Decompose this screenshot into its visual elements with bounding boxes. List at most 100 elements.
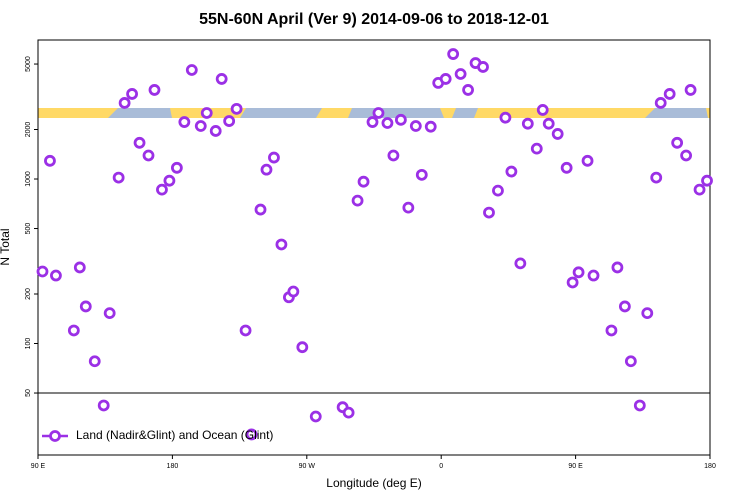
data-point (381, 117, 394, 129)
ocean-strip (452, 108, 478, 118)
data-point (366, 116, 379, 128)
data-point (483, 206, 495, 219)
data-point (618, 300, 631, 313)
data-point (587, 269, 600, 282)
data-point (268, 151, 280, 164)
data-point (462, 84, 474, 96)
data-point (351, 194, 364, 207)
data-point (44, 154, 56, 167)
y-axis-label: N Total (0, 228, 12, 265)
data-point (103, 307, 116, 320)
y-tick-label: 200 (25, 288, 32, 300)
data-point (163, 174, 176, 187)
y-tick-label: 2000 (25, 122, 32, 138)
data-point (424, 120, 437, 133)
data-point (185, 64, 198, 76)
data-point (215, 73, 228, 85)
data-point (245, 428, 258, 441)
data-point (572, 266, 585, 279)
data-point (287, 285, 300, 298)
data-point (530, 142, 543, 155)
data-point (170, 161, 183, 174)
data-point (260, 163, 273, 176)
data-point (447, 48, 460, 60)
x-tick-label: 90 E (568, 463, 583, 470)
legend-label: Land (Nadir&Glint) and Ocean (Glint) (76, 428, 273, 442)
data-point (156, 183, 168, 196)
data-point (654, 97, 667, 109)
data-point (200, 107, 213, 119)
ocean-strip (240, 108, 322, 118)
data-point (542, 117, 555, 130)
x-tick-label: 90 W (299, 463, 316, 470)
data-point (394, 113, 407, 126)
data-point (142, 149, 155, 162)
data-point (230, 102, 243, 115)
y-tick-label: 1000 (25, 171, 32, 187)
y-tick-label: 100 (25, 338, 32, 350)
data-point (112, 171, 125, 184)
y-tick-label: 500 (25, 223, 32, 235)
data-point (402, 201, 415, 214)
ocean-strip (645, 108, 708, 118)
data-point (560, 161, 573, 174)
data-point (275, 238, 288, 251)
data-point (624, 355, 637, 368)
data-point (650, 171, 663, 184)
data-point (409, 120, 422, 132)
legend-marker (49, 430, 61, 442)
x-tick-label: 0 (439, 463, 443, 470)
data-point (505, 165, 518, 178)
data-point (551, 128, 564, 140)
data-point (50, 269, 62, 282)
data-point (254, 203, 267, 216)
plot-frame (37, 39, 711, 456)
data-point (73, 261, 86, 274)
y-tick-label: 5000 (25, 56, 32, 72)
ocean-strip (108, 108, 172, 118)
data-point (693, 183, 706, 196)
data-point (118, 97, 131, 109)
x-tick-label: 90 E (31, 463, 46, 470)
data-point (194, 120, 207, 132)
data-point (701, 174, 713, 187)
data-point (454, 68, 467, 80)
data-point (309, 410, 322, 423)
chart-title: 55N-60N April (Ver 9) 2014-09-06 to 2018… (199, 11, 549, 28)
data-point (97, 399, 110, 412)
data-point (415, 168, 428, 181)
data-point (680, 149, 693, 162)
data-point (514, 257, 527, 270)
data-point (536, 104, 549, 116)
data-point (684, 84, 697, 96)
data-point (239, 324, 252, 337)
data-point (67, 324, 80, 337)
data-point (36, 265, 49, 278)
data-point (296, 341, 309, 354)
data-point (671, 136, 684, 149)
x-tick-label: 180 (704, 463, 716, 470)
y-tick-label: 50 (25, 389, 32, 397)
data-point (148, 84, 161, 96)
data-point (79, 300, 92, 313)
data-point (88, 355, 101, 368)
x-axis-label: Longitude (deg E) (326, 476, 421, 490)
data-point (499, 111, 512, 124)
ocean-strip (348, 108, 444, 118)
data-point (477, 61, 489, 73)
data-point (342, 406, 355, 419)
data-point (663, 88, 676, 100)
data-point (605, 324, 618, 337)
data-point (133, 136, 146, 149)
data-point (387, 149, 400, 162)
data-point (439, 73, 452, 85)
data-point (641, 307, 654, 320)
data-point (209, 125, 222, 137)
data-point (223, 115, 236, 127)
data-point (372, 107, 385, 119)
x-tick-label: 180 (167, 463, 179, 470)
data-point (633, 399, 646, 412)
data-point (178, 116, 191, 128)
